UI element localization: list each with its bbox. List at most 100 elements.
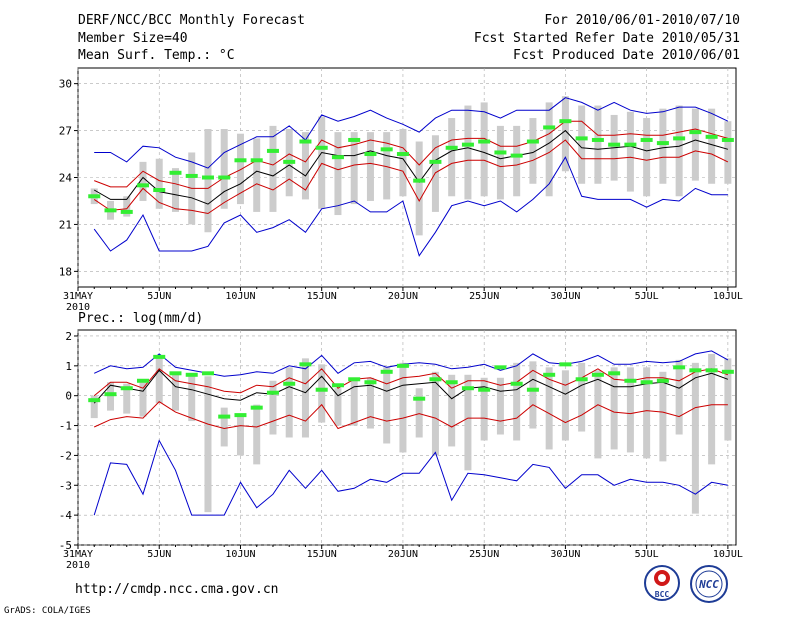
prec-xtick-label: 10JUN: [225, 549, 255, 560]
temp-observed-marker: [136, 183, 149, 188]
temp-member-range-bar: [513, 125, 521, 197]
temp-observed-marker: [185, 173, 198, 178]
temp-member-range-bar: [675, 105, 683, 197]
temp-observed-marker: [478, 139, 491, 144]
temp-member-range-bar: [691, 108, 699, 181]
prec-member-range-bar: [253, 404, 261, 465]
prec-observed-marker: [136, 378, 149, 383]
temp-member-range-bar: [578, 105, 586, 184]
temp-member-range-bar: [123, 196, 131, 217]
prec-xtick-label: 31MAY: [63, 549, 93, 560]
prec-observed-marker: [120, 386, 133, 391]
prec-member-range-bar: [480, 377, 488, 441]
temp-observed-marker: [429, 159, 442, 164]
temp-member-range-bar: [399, 129, 407, 197]
temp-observed-marker: [656, 141, 669, 146]
temp-member-range-bar: [708, 108, 716, 184]
prec-observed-marker: [656, 378, 669, 383]
prec-observed-marker: [461, 386, 474, 391]
prec-member-range-bar: [285, 367, 293, 438]
prec-ytick-label: -5: [59, 539, 72, 552]
temp-xtick-label: 31MAY: [63, 291, 93, 302]
prec-observed-marker: [218, 414, 231, 419]
prec-ensemble-max-line: [93, 350, 729, 377]
prec-observed-marker: [201, 371, 214, 376]
prec-observed-marker: [153, 354, 166, 359]
temp-member-range-bar: [171, 168, 179, 212]
temp-observed-marker: [218, 175, 231, 180]
prec-member-range-bar: [431, 371, 439, 456]
precip-label: Prec.: log(mm/d): [78, 311, 204, 326]
prec-member-range-bar: [659, 371, 667, 462]
prec-member-range-bar: [301, 358, 309, 438]
temp-member-range-bar: [594, 105, 602, 184]
prec-member-range-bar: [415, 388, 423, 438]
prec-member-range-bar: [464, 374, 472, 471]
prec-observed-marker: [591, 372, 604, 377]
temp-observed-marker: [413, 178, 426, 183]
prec-ytick-label: 1: [65, 360, 72, 373]
prec-xtick-label: 10JUL: [713, 549, 743, 560]
prec-xtick-label: 20JUN: [388, 549, 418, 560]
temp-observed-marker: [608, 142, 621, 147]
prec-plot-frame: [77, 329, 737, 546]
prec-ytick-label: -4: [59, 509, 73, 522]
prec-member-range-bar: [496, 377, 504, 435]
temp-ytick-label: 21: [59, 218, 72, 231]
prec-member-range-bar: [561, 370, 569, 441]
prec-member-range-bar: [708, 353, 716, 465]
temp-observed-marker: [331, 155, 344, 160]
prec-observed-marker: [250, 405, 263, 410]
prec-member-range-bar: [269, 380, 277, 435]
prec-member-range-bar: [610, 367, 618, 450]
temp-xtick-label: 20JUN: [388, 291, 418, 302]
prec-observed-marker: [169, 371, 182, 376]
prec-member-range-bar: [155, 356, 163, 404]
temp-member-range-bar: [301, 132, 309, 200]
prec-member-range-bar: [318, 364, 326, 423]
temp-observed-marker: [640, 137, 653, 142]
prec-observed-marker: [721, 369, 734, 374]
temp-observed-marker: [543, 125, 556, 130]
prec-member-range-bar: [220, 407, 228, 447]
temp-member-range-bar: [415, 141, 423, 236]
grads-credit: GrADS: COLA/IGES: [4, 606, 91, 616]
prec-ytick-label: 0: [65, 390, 72, 403]
prec-member-range-bar: [513, 362, 521, 441]
temp-member-range-bar: [724, 121, 732, 184]
temp-member-range-bar: [253, 138, 261, 212]
temp-observed-marker: [380, 147, 393, 152]
prec-observed-marker: [478, 387, 491, 392]
prec-member-range-bar: [529, 361, 537, 429]
temp-year-label: 2010: [66, 302, 90, 313]
temp-member-range-bar: [366, 132, 374, 201]
temp-observed-marker: [396, 152, 409, 157]
temp-member-range-bar: [659, 108, 667, 184]
temp-member-range-bar: [334, 132, 342, 216]
prec-member-range-bar: [545, 367, 553, 450]
footer-url[interactable]: http://cmdp.ncc.cma.gov.cn: [75, 582, 279, 597]
temp-xtick-label: 10JUL: [713, 291, 743, 302]
temp-observed-marker: [153, 188, 166, 193]
temp-observed-marker: [510, 153, 523, 158]
temp-xtick-label: 15JUN: [307, 291, 337, 302]
prec-observed-marker: [234, 413, 247, 418]
prec-observed-marker: [331, 383, 344, 388]
temp-observed-marker: [526, 139, 539, 144]
temp-ytick-label: 24: [59, 172, 73, 185]
prec-observed-marker: [88, 398, 101, 403]
temp-member-range-bar: [350, 132, 358, 205]
temp-ensemble-max-line: [94, 97, 729, 169]
prec-member-range-bar: [236, 413, 244, 456]
prec-observed-marker: [640, 380, 653, 385]
prec-member-range-bar: [399, 362, 407, 453]
prec-xtick-label: 5JUL: [635, 549, 659, 560]
temp-observed-marker: [299, 139, 312, 144]
prec-member-range-bar: [724, 358, 732, 441]
temp-member-range-bar: [643, 118, 651, 197]
temp-member-range-bar: [626, 111, 634, 192]
member-size: Member Size=40: [78, 31, 188, 46]
prec-year-label: 2010: [66, 560, 90, 571]
chart-title: DERF/NCC/BCC Monthly Forecast: [78, 13, 305, 28]
